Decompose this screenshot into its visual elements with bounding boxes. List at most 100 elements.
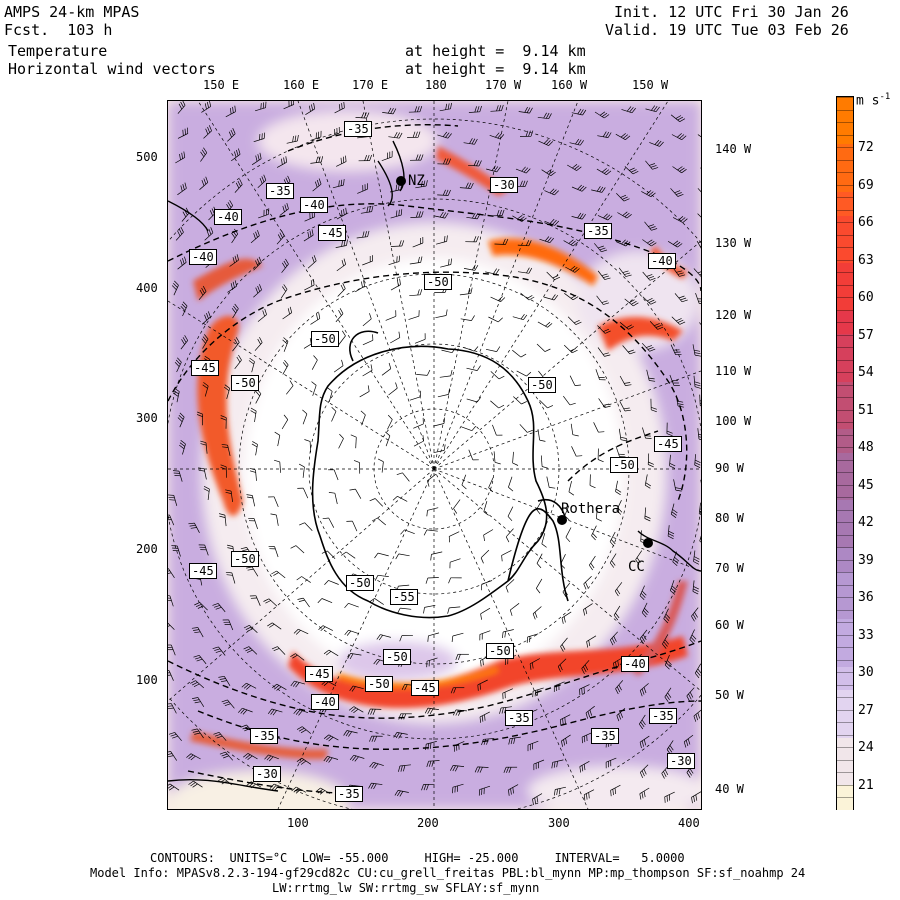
wind-barb-flag — [328, 736, 334, 742]
wind-barb-shaft — [297, 708, 309, 714]
wind-barb-flag — [675, 318, 682, 322]
wind-barb-flag — [616, 509, 622, 515]
wind-barb-flag — [273, 459, 280, 463]
wind-barb-flag — [171, 285, 177, 290]
wind-barb-flag — [267, 622, 273, 627]
wind-barb-shaft — [624, 166, 634, 175]
wind-barb-flag — [476, 213, 481, 220]
wind-barb-shaft — [555, 786, 566, 790]
wind-barb-flag — [579, 109, 584, 115]
wind-barb-flag — [297, 597, 304, 600]
wind-barb-shaft — [303, 597, 310, 608]
wind-barb-shaft — [199, 602, 208, 611]
wind-barb-flag — [271, 646, 278, 650]
wind-barb-flag — [197, 605, 204, 609]
wind-barb-flag — [396, 210, 398, 217]
wind-barb-flag — [657, 326, 664, 330]
wind-barb-flag — [620, 436, 627, 439]
wind-barb-flag — [666, 433, 673, 437]
wind-barb-shaft — [373, 761, 384, 766]
wind-barb-shaft — [674, 293, 683, 303]
wind-barb-flag — [204, 103, 207, 110]
wind-barb-shaft — [255, 107, 266, 112]
wind-barb-flag — [182, 337, 187, 343]
colorbar-tick — [837, 247, 853, 248]
wind-barb-flag — [539, 439, 546, 442]
wind-barb-flag — [663, 618, 669, 624]
wind-barb-flag — [220, 464, 227, 468]
wind-barb-shaft — [382, 112, 394, 115]
wind-barb-flag — [426, 784, 429, 791]
wind-barb-flag — [270, 513, 277, 516]
wind-barb-flag — [475, 236, 479, 243]
wind-barb-shaft — [579, 760, 590, 767]
contour-label: -35 — [584, 223, 612, 239]
wind-barb-shaft — [454, 741, 465, 747]
wind-barb-shaft — [617, 212, 628, 219]
wind-barb-flag — [195, 603, 202, 608]
wind-barb-shaft — [609, 531, 616, 542]
wind-barb-flag — [369, 313, 372, 320]
wind-barb-flag — [601, 249, 608, 253]
wind-barb-shaft — [434, 215, 446, 219]
wind-barb-flag — [307, 231, 310, 238]
wind-barb-flag — [282, 286, 286, 292]
wind-barb-flag — [671, 511, 677, 516]
wind-barb-flag — [186, 753, 192, 758]
wind-barb-flag — [679, 134, 685, 139]
wind-barb-shaft — [381, 368, 392, 376]
wind-barb-flag — [698, 438, 701, 440]
wind-barb-flag — [375, 659, 381, 665]
wind-barb-flag — [248, 782, 254, 787]
wind-barb-shaft — [579, 684, 590, 690]
wind-barb-flag — [264, 754, 269, 760]
wind-barb-flag — [270, 709, 275, 715]
wind-barb-flag — [182, 211, 187, 218]
wind-barb-flag — [385, 431, 391, 437]
wind-barb-flag — [168, 705, 173, 707]
wind-barb-flag — [697, 668, 701, 674]
wind-barb-flag — [693, 556, 700, 560]
colorbar-label: 24 — [858, 740, 874, 755]
wind-barb-flag — [692, 591, 699, 595]
wind-barb-shaft — [669, 374, 675, 386]
wind-barb-shaft — [501, 550, 512, 556]
wind-barb-flag — [664, 664, 670, 670]
wind-barb-flag — [273, 572, 279, 576]
wind-barb-flag — [400, 209, 403, 216]
wind-barb-flag — [178, 228, 183, 235]
wind-barb-shaft — [197, 627, 204, 638]
wind-barb-flag — [500, 297, 506, 302]
wind-barb-shaft — [426, 741, 437, 745]
wind-barb-flag — [182, 301, 188, 307]
wind-barb-flag — [193, 654, 200, 658]
wind-barb-shaft — [390, 337, 400, 344]
wind-barb-shaft — [229, 259, 239, 267]
colorbar-segment — [837, 571, 853, 597]
wind-barb-flag — [542, 466, 548, 469]
wind-barb-flag — [188, 522, 195, 525]
wind-barb-flag — [613, 614, 619, 621]
wind-barb-flag — [371, 762, 376, 769]
wind-barb-shaft — [201, 316, 211, 325]
wind-barb-shaft — [295, 545, 305, 554]
wind-barb-shaft — [695, 292, 700, 304]
wind-barb-shaft — [593, 422, 599, 433]
wind-barb-flag — [345, 730, 350, 737]
wind-barb-flag — [622, 211, 628, 216]
wind-barb-flag — [644, 518, 651, 522]
wind-barb-flag — [453, 687, 457, 694]
wind-barb-shaft — [505, 528, 514, 538]
wind-barb-flag — [249, 470, 256, 473]
colorbar-tick — [837, 347, 853, 348]
wind-barb-shaft — [452, 783, 464, 788]
wind-barb-shaft — [338, 438, 344, 449]
wind-barb-flag — [521, 401, 527, 405]
wind-barb-flag — [168, 755, 174, 758]
wind-barb-flag — [349, 754, 355, 761]
wind-barb-flag — [245, 648, 251, 652]
wind-barb-flag — [250, 410, 256, 414]
wind-barb-flag — [529, 107, 533, 114]
wind-barb-flag — [677, 400, 684, 403]
wind-barb-flag — [618, 684, 622, 691]
